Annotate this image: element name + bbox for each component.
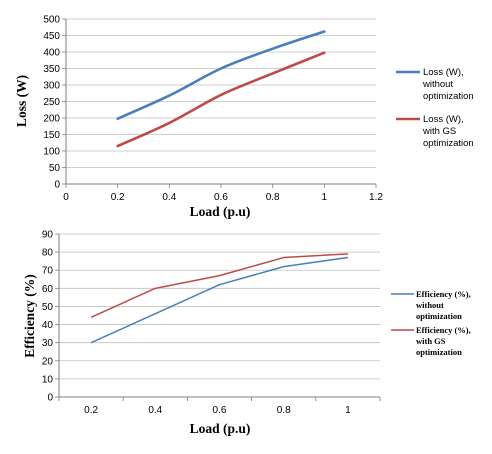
efficiency-chart-legend-label: optimization [416, 347, 462, 357]
loss-chart-y-tick-label: 50 [49, 163, 61, 174]
loss-chart-x-tick-label: 0.8 [266, 192, 280, 203]
efficiency-chart-x-tick-label: 0.6 [213, 405, 227, 416]
loss-chart-y-tick-label: 400 [43, 48, 60, 59]
efficiency-chart-y-tick-label: 80 [42, 248, 54, 259]
loss-chart-legend-label: optimization [423, 138, 474, 149]
loss-chart-legend-label: Loss (W), [423, 67, 464, 78]
loss-chart-legend-label: with GS [422, 126, 456, 137]
loss-chart-x-tick-label: 0 [63, 192, 69, 203]
loss-chart-x-tick-label: 0.2 [111, 192, 125, 203]
efficiency-chart-y-tick-label: 20 [42, 356, 54, 367]
efficiency-chart-y-tick-label: 90 [42, 230, 54, 241]
efficiency-chart-legend-label: optimization [416, 311, 462, 321]
loss-chart-y-tick-label: 350 [43, 64, 60, 75]
efficiency-with-gs-optimization-line [90, 253, 348, 318]
efficiency-chart-y-tick-label: 70 [42, 266, 54, 277]
efficiency-chart-legend-label: with GS [416, 336, 446, 346]
loss-chart-y-tick-label: 500 [43, 15, 60, 26]
loss-chart-y-tick-label: 300 [43, 81, 60, 92]
loss-chart-x-tick-label: 1.2 [369, 192, 383, 203]
loss-chart-y-tick-label: 150 [43, 130, 60, 141]
efficiency-chart-y-tick-label: 0 [47, 393, 53, 404]
loss-chart-y-tick-label: 450 [43, 31, 60, 42]
efficiency-chart-legend-label: without [416, 300, 444, 310]
efficiency-chart-y-tick-label: 10 [42, 374, 54, 385]
efficiency-chart-x-tick-label: 0.8 [277, 405, 291, 416]
loss-chart-y-tick-label: 100 [43, 147, 60, 158]
efficiency-chart-x-tick-label: 0.4 [148, 405, 162, 416]
loss-chart-legend-label: without [422, 79, 453, 90]
loss-chart-legend-label: Loss (W), [423, 114, 464, 125]
efficiency-chart-y-tick-label: 50 [42, 302, 54, 313]
efficiency-without-optimization-line [90, 256, 349, 344]
loss-chart-y-tick-label: 0 [54, 180, 60, 191]
efficiency-chart-legend: Efficiency (%),withoutoptimizationEffici… [391, 289, 471, 357]
loss-chart-legend-label: optimization [423, 91, 474, 102]
efficiency-chart-legend-label: Efficiency (%), [416, 325, 471, 335]
loss-chart-y-tick-label: 250 [43, 97, 60, 108]
loss-without-optimization-line [116, 30, 326, 120]
loss-chart-y-tick-label: 200 [43, 114, 60, 125]
loss-chart-x-tick-label: 1 [322, 192, 328, 203]
efficiency-chart-legend-label: Efficiency (%), [416, 289, 471, 299]
efficiency-chart-x-tick-label: 1 [345, 405, 351, 416]
efficiency-chart-x-axis-title: Load (p.u) [190, 421, 251, 436]
loss-with-gs-optimization-line [116, 51, 326, 148]
efficiency-chart-y-tick-label: 60 [42, 284, 54, 295]
loss-chart-x-axis-title: Load (p.u) [190, 204, 251, 219]
efficiency-chart-y-axis-title: Efficiency (%) [22, 274, 37, 358]
loss-chart-x-tick-label: 0.4 [162, 192, 176, 203]
efficiency-chart-x-tick-label: 0.2 [84, 405, 98, 416]
efficiency-chart-y-tick-label: 30 [42, 338, 54, 349]
loss-chart-x-tick-label: 0.6 [214, 192, 228, 203]
loss-chart-y-axis-title: Loss (W) [14, 75, 29, 127]
efficiency-chart-y-tick-label: 40 [42, 320, 54, 331]
